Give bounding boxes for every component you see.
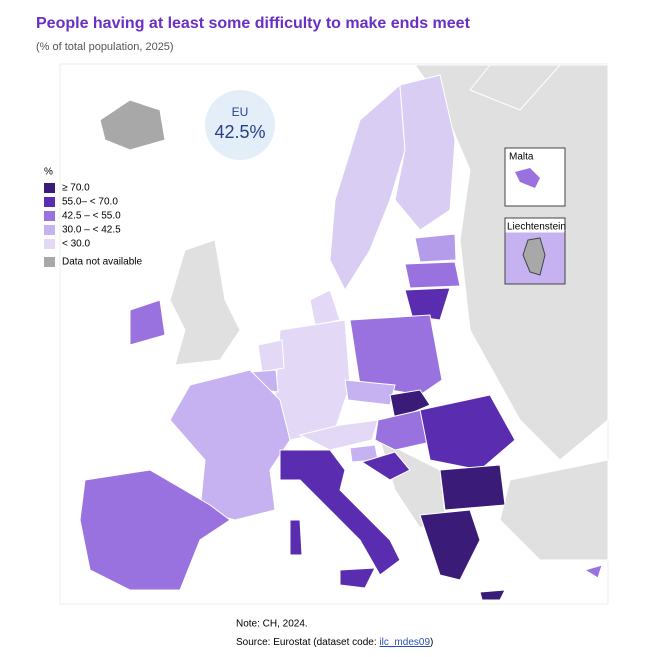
legend-label: Data not available (62, 257, 142, 268)
note: Note: CH, 2024. (236, 619, 308, 630)
legend-label: < 30.0 (62, 239, 91, 250)
legend-title: % (44, 167, 53, 178)
legend-swatch (44, 257, 55, 267)
eu-badge (205, 90, 275, 160)
inset-label: Liechtenstein (507, 222, 566, 233)
legend-label: 30.0 – < 42.5 (62, 225, 121, 236)
legend: ≥ 70.0 55.0– < 70.0 42.5 – < 55.0 30.0 – < … (44, 183, 142, 268)
source: Source: Eurostat (dataset code: ilc_mdes… (236, 637, 433, 648)
legend-label: ≥ 70.0 (62, 183, 90, 194)
legend-label: 55.0– < 70.0 (62, 197, 118, 208)
legend-swatch (44, 197, 55, 207)
source-end: ) (430, 637, 433, 648)
source-link[interactable]: ilc_mdes09 (379, 637, 430, 648)
inset-label: Malta (509, 152, 534, 163)
inset-header (505, 218, 565, 233)
legend-swatch (44, 225, 55, 235)
legend-swatch (44, 211, 55, 221)
title: People having at least some difficulty t… (36, 15, 471, 32)
source-text: Source: Eurostat (dataset code: (236, 637, 379, 648)
legend-swatch (44, 183, 55, 193)
inset-shape (515, 168, 540, 188)
legend-swatch (44, 239, 55, 249)
subtitle: (% of total population, 2025) (36, 41, 174, 53)
eu-label: EU (232, 105, 249, 119)
legend-label: 42.5 – < 55.0 (62, 211, 121, 222)
eu-value: 42.5% (214, 122, 265, 142)
inset-shape (522, 237, 546, 276)
